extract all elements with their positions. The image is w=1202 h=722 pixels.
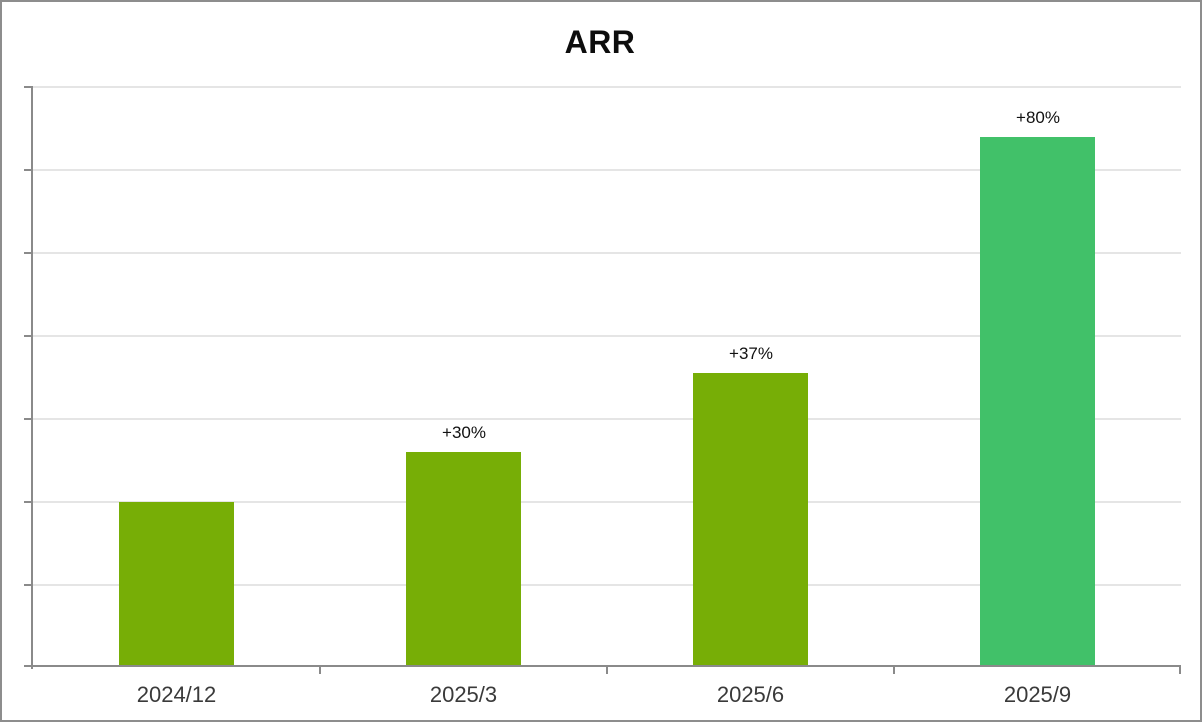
y-axis-tick bbox=[24, 501, 31, 503]
gridline bbox=[33, 169, 1181, 171]
bar-2024/12 bbox=[119, 502, 234, 665]
x-axis-line bbox=[31, 665, 1181, 667]
bar-value-label: +80% bbox=[1016, 108, 1060, 127]
x-axis-tick-label: 2025/9 bbox=[1003, 682, 1072, 707]
y-axis-tick bbox=[24, 252, 31, 254]
y-axis-tick bbox=[24, 665, 31, 667]
gridline bbox=[33, 501, 1181, 503]
bar-value-label: +30% bbox=[442, 423, 486, 442]
gridline bbox=[33, 584, 1181, 586]
x-axis-tick bbox=[319, 667, 321, 674]
y-axis-tick bbox=[24, 169, 31, 171]
x-axis-tick-label: 2024/12 bbox=[136, 682, 217, 707]
y-axis-tick bbox=[24, 86, 31, 88]
plot-area: +30% +37% +80% 2024/12 2025/3 2025/6 2025/9 bbox=[24, 86, 1181, 707]
gridline bbox=[33, 335, 1181, 337]
gridline bbox=[33, 252, 1181, 254]
x-axis-tick bbox=[1179, 667, 1181, 674]
y-axis-tick bbox=[24, 418, 31, 420]
bar-value-label: +37% bbox=[729, 344, 773, 363]
x-axis-tick bbox=[606, 667, 608, 674]
y-axis-tick bbox=[24, 335, 31, 337]
gridline bbox=[33, 86, 1181, 88]
y-axis-line bbox=[31, 86, 33, 669]
x-axis-tick-label: 2025/3 bbox=[429, 682, 498, 707]
x-axis-tick bbox=[893, 667, 895, 674]
y-axis-tick bbox=[24, 584, 31, 586]
bar-2025/9 bbox=[980, 137, 1095, 665]
x-axis-tick-label: 2025/6 bbox=[716, 682, 785, 707]
bar-2025/6 bbox=[693, 373, 808, 665]
chart-title: ARR bbox=[564, 24, 636, 60]
gridline bbox=[33, 418, 1181, 420]
bar-2025/3 bbox=[406, 452, 521, 665]
